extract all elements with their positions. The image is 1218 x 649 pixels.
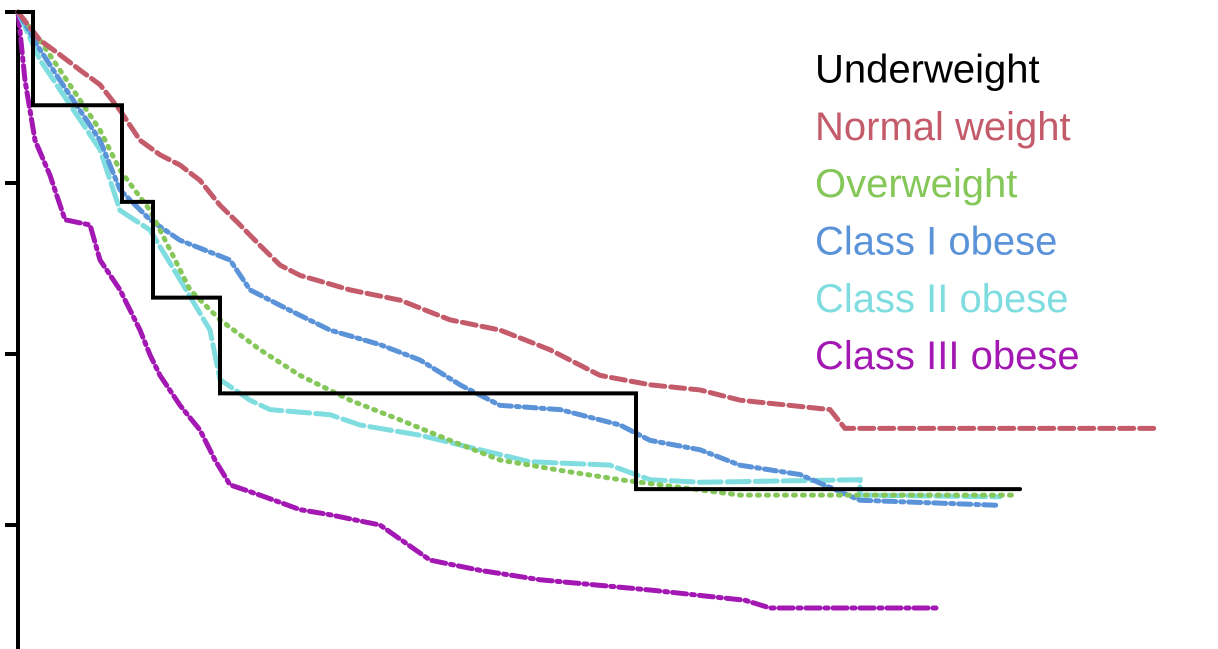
legend-entry: Class I obese bbox=[815, 219, 1057, 263]
survival-curve bbox=[15, 9, 1018, 498]
survival-curve bbox=[15, 9, 1003, 500]
legend-entry: Class III obese bbox=[815, 334, 1080, 378]
legend-entry: Class II obese bbox=[815, 277, 1068, 321]
legend-entry: Overweight bbox=[815, 162, 1017, 206]
survival-curve bbox=[15, 9, 1158, 431]
survival-curve bbox=[16, 10, 1022, 492]
survival-curve bbox=[15, 9, 1003, 508]
legend-entry: Normal weight bbox=[815, 105, 1071, 149]
survival-curve bbox=[15, 9, 943, 611]
legend-entry: Underweight bbox=[815, 48, 1040, 92]
